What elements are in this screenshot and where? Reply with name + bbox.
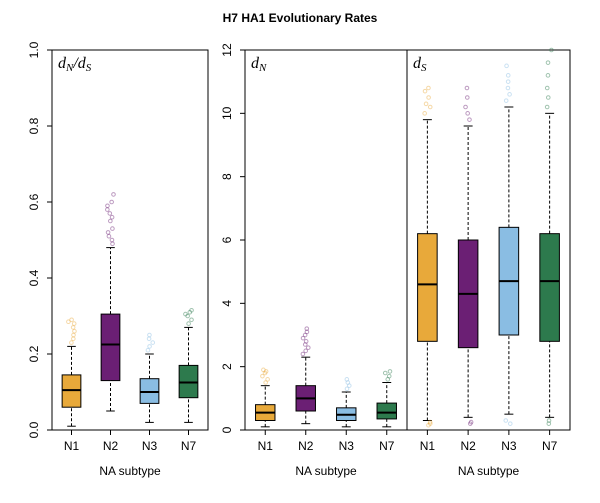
- x-tick-label: N2: [460, 439, 476, 453]
- y-tick-label: 0: [220, 426, 234, 433]
- boxplot-box: [418, 234, 438, 342]
- x-axis-label: NA subtype: [99, 464, 161, 478]
- y-tick-label: 0.6: [27, 193, 41, 210]
- x-tick-label: N1: [258, 439, 274, 453]
- y-tick-label: 2: [220, 363, 234, 370]
- y-tick-label: 12: [220, 43, 234, 57]
- x-tick-label: N3: [339, 439, 355, 453]
- x-tick-label: N7: [181, 439, 197, 453]
- x-tick-label: N2: [298, 439, 314, 453]
- evolutionary-rates-figure: H7 HA1 Evolutionary Rates 0.0 0.2 0.4 0.6 0.8…: [0, 0, 600, 503]
- y-tick-label: 10: [220, 106, 234, 120]
- y-tick-label: 8: [220, 173, 234, 180]
- y-tick-label: 6: [220, 236, 234, 243]
- x-tick-label: N3: [501, 439, 517, 453]
- x-tick-label: N3: [142, 439, 158, 453]
- boxplot-box: [377, 403, 396, 419]
- x-axis-label: NA subtype: [458, 464, 520, 478]
- chart-title: H7 HA1 Evolutionary Rates: [223, 11, 378, 25]
- x-tick-label: N7: [542, 439, 558, 453]
- y-tick-label: 0.0: [27, 421, 41, 438]
- x-tick-label: N7: [379, 439, 395, 453]
- y-tick-label: 1.0: [27, 41, 41, 58]
- y-tick-label: 0.8: [27, 117, 41, 134]
- x-tick-label: N1: [64, 439, 80, 453]
- boxplot-box: [540, 234, 560, 342]
- boxplot-box: [101, 314, 120, 381]
- x-tick-label: N1: [420, 439, 436, 453]
- x-tick-label: N2: [103, 439, 119, 453]
- y-tick-label: 0.4: [27, 269, 41, 286]
- y-tick-label: 0.2: [27, 345, 41, 362]
- x-axis-label: NA subtype: [295, 464, 357, 478]
- y-tick-label: 4: [220, 300, 234, 307]
